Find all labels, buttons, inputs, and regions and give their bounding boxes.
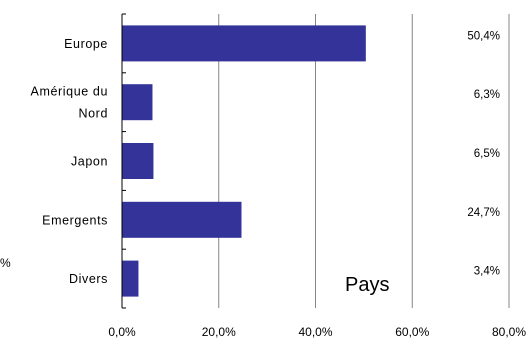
data-label: 6,3%	[474, 89, 500, 101]
category-label: Amérique du Nord	[31, 85, 108, 121]
category-label: Japon	[71, 155, 108, 169]
data-label: 50,4%	[467, 30, 500, 42]
grid-lines	[218, 14, 510, 308]
category-label: Europe	[64, 37, 108, 51]
bars	[122, 25, 366, 297]
stray-percent-label: %	[0, 256, 11, 270]
bar-am-rique-du-nord	[122, 84, 153, 121]
x-tick-labels: 0,0% 20,0% 40,0% 60,0% 80,0%	[108, 325, 526, 339]
x-tick-label: 60,0%	[395, 325, 429, 339]
data-labels: 50,4% 6,3% 6,5% 24,7% 3,4%	[467, 30, 500, 277]
data-label: 24,7%	[467, 207, 500, 219]
data-label: 3,4%	[474, 266, 500, 278]
x-tick-label: 0,0%	[108, 325, 136, 339]
x-tick-label: 40,0%	[298, 325, 332, 339]
x-tick-label: 80,0%	[492, 325, 526, 339]
data-label: 6,5%	[474, 148, 500, 160]
category-label: Divers	[69, 272, 108, 286]
bar-europe	[122, 25, 366, 62]
bar-japon	[122, 143, 154, 179]
bar-divers	[122, 260, 139, 297]
category-labels: Europe Amérique du Nord Japon Emergents Diver…	[31, 37, 108, 286]
bar-emergents	[122, 201, 242, 238]
category-label: Emergents	[42, 213, 108, 227]
chart-annotation: Pays	[345, 274, 389, 296]
y-axis	[121, 13, 126, 309]
x-tick-label: 20,0%	[202, 325, 236, 339]
